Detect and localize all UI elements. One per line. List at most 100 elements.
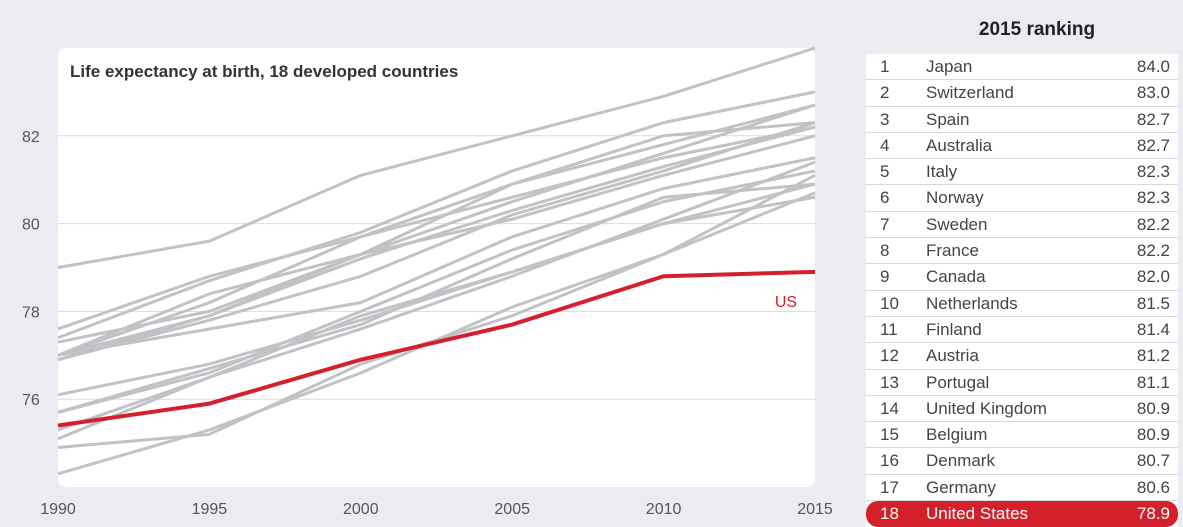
series-line <box>57 134 816 344</box>
ranking-country: Germany <box>926 477 996 497</box>
series-line <box>57 103 816 357</box>
ranking-row: 5 Italy 82.3 <box>866 159 1178 186</box>
ranking-country: Netherlands <box>926 293 1018 313</box>
ranking-row: 14 United Kingdom 80.9 <box>866 396 1178 423</box>
ranking-rank: 10 <box>880 293 899 313</box>
ranking-row: 16 Denmark 80.7 <box>866 448 1178 475</box>
ranking-country: Portugal <box>926 372 990 392</box>
series-line <box>57 156 816 357</box>
ranking-row: 13 Portugal 81.1 <box>866 370 1178 396</box>
ranking-country: United Kingdom <box>926 398 1047 418</box>
ranking-value: 82.2 <box>1136 214 1170 234</box>
ranking-country: Italy <box>926 162 958 182</box>
ranking-rank: 12 <box>880 346 899 366</box>
ranking-country: Norway <box>926 188 984 208</box>
ranking-rank: 17 <box>880 477 899 497</box>
ranking-value: 82.7 <box>1136 109 1170 129</box>
ranking-rank: 7 <box>880 214 890 234</box>
ranking-value: 82.7 <box>1136 135 1170 155</box>
line-chart: 76 78 80 82 1990 1995 2000 2005 2010 2015 US <box>22 46 833 518</box>
ranking-row: 8 France 82.2 <box>866 238 1178 265</box>
ranking-country: Belgium <box>926 425 988 445</box>
ranking-rank: 18 <box>880 504 899 524</box>
ranking-row: 17 Germany 80.6 <box>866 475 1178 502</box>
ranking-row: 2 Switzerland 83.0 <box>866 80 1178 107</box>
ranking-country: Denmark <box>926 451 995 471</box>
ranking-value: 84.0 <box>1136 57 1170 76</box>
ranking-value: 81.5 <box>1136 293 1170 313</box>
series-line <box>57 121 816 362</box>
ranking-value: 80.6 <box>1136 477 1170 497</box>
ranking-value: 80.7 <box>1136 451 1170 471</box>
ranking-row: 15 Belgium 80.9 <box>866 422 1178 449</box>
ranking-value: 81.2 <box>1136 346 1170 366</box>
ranking-value: 81.4 <box>1136 319 1170 339</box>
ranking-rank: 11 <box>880 319 898 339</box>
ranking-rank: 15 <box>880 425 899 445</box>
ranking-row: 9 Canada 82.0 <box>866 264 1178 291</box>
ranking-country: Switzerland <box>926 83 1014 103</box>
ranking-value: 80.9 <box>1136 425 1170 445</box>
ranking-country: France <box>926 241 979 261</box>
ranking-rank: 8 <box>880 241 890 261</box>
ranking-country: Sweden <box>926 214 988 234</box>
x-tick-label: 1990 <box>40 501 76 518</box>
ranking-value: 82.3 <box>1136 162 1170 182</box>
us-series-label: US <box>775 294 797 311</box>
y-tick-label: 78 <box>22 304 40 321</box>
ranking-value: 82.2 <box>1136 241 1170 261</box>
plot-area <box>58 48 815 487</box>
ranking-country: Spain <box>926 109 970 129</box>
ranking-row: 6 Norway 82.3 <box>866 185 1178 212</box>
x-tick-label: 2010 <box>646 501 682 518</box>
ranking-row: 10 Netherlands 81.5 <box>866 291 1178 317</box>
series-line <box>57 125 816 331</box>
ranking-value: 81.1 <box>1136 372 1170 392</box>
x-tick-label: 2005 <box>494 501 530 518</box>
chart-panel: 76 78 80 82 1990 1995 2000 2005 2010 2015 US Life … <box>22 46 833 518</box>
ranking-rank: 13 <box>880 372 899 392</box>
ranking-value: 82.0 <box>1136 267 1170 287</box>
ranking-title: 2015 ranking <box>978 19 1096 40</box>
ranking-panel: 2015 ranking 1 Japan 84.0 2 Switzerland 83.0 3… <box>866 10 1178 527</box>
series-line <box>57 195 816 432</box>
ranking-row-highlight: 18 United States 78.9 <box>866 501 1178 527</box>
ranking-country: Austria <box>926 346 979 366</box>
x-tick-label: 1995 <box>192 501 228 518</box>
ranking-table: 1 Japan 84.0 2 Switzerland 83.0 3 Spain 82.7 4 Aus… <box>866 54 1178 527</box>
ranking-rank: 1 <box>880 57 890 76</box>
ranking-row: 12 Austria 81.2 <box>866 343 1178 370</box>
ranking-rank: 9 <box>880 267 890 287</box>
series-line <box>57 191 816 449</box>
ranking-row: 1 Japan 84.0 <box>866 54 1178 81</box>
y-tick-label: 80 <box>22 217 40 234</box>
ranking-rank: 5 <box>880 162 890 182</box>
series-line <box>57 182 816 414</box>
ranking-row: 11 Finland 81.4 <box>866 317 1178 344</box>
ranking-row: 7 Sweden 82.2 <box>866 212 1178 239</box>
ranking-rank: 2 <box>880 83 890 103</box>
us-series-line <box>57 269 816 428</box>
ranking-country: Australia <box>926 135 993 155</box>
ranking-value: 83.0 <box>1136 83 1170 103</box>
ranking-country: Canada <box>926 267 986 287</box>
series-line <box>57 125 816 362</box>
x-tick-label: 2015 <box>797 501 833 518</box>
ranking-rank: 4 <box>880 135 890 155</box>
series-line <box>57 121 816 357</box>
series-line <box>57 90 816 340</box>
ranking-rank: 14 <box>880 398 899 418</box>
ranking-country: Finland <box>926 319 982 339</box>
ranking-value: 78.9 <box>1136 504 1170 524</box>
y-tick-label: 76 <box>22 392 40 409</box>
ranking-rank: 3 <box>880 109 890 129</box>
y-tick-label: 82 <box>22 129 40 146</box>
series-line <box>57 182 816 397</box>
ranking-value: 80.9 <box>1136 398 1170 418</box>
x-tick-label: 2000 <box>343 501 379 518</box>
ranking-value: 82.3 <box>1136 188 1170 208</box>
ranking-rank: 6 <box>880 188 890 208</box>
ranking-country: Japan <box>926 57 973 76</box>
chart-title: Life expectancy at birth, 18 developed c… <box>70 62 459 81</box>
ranking-country: United States <box>926 504 1029 524</box>
